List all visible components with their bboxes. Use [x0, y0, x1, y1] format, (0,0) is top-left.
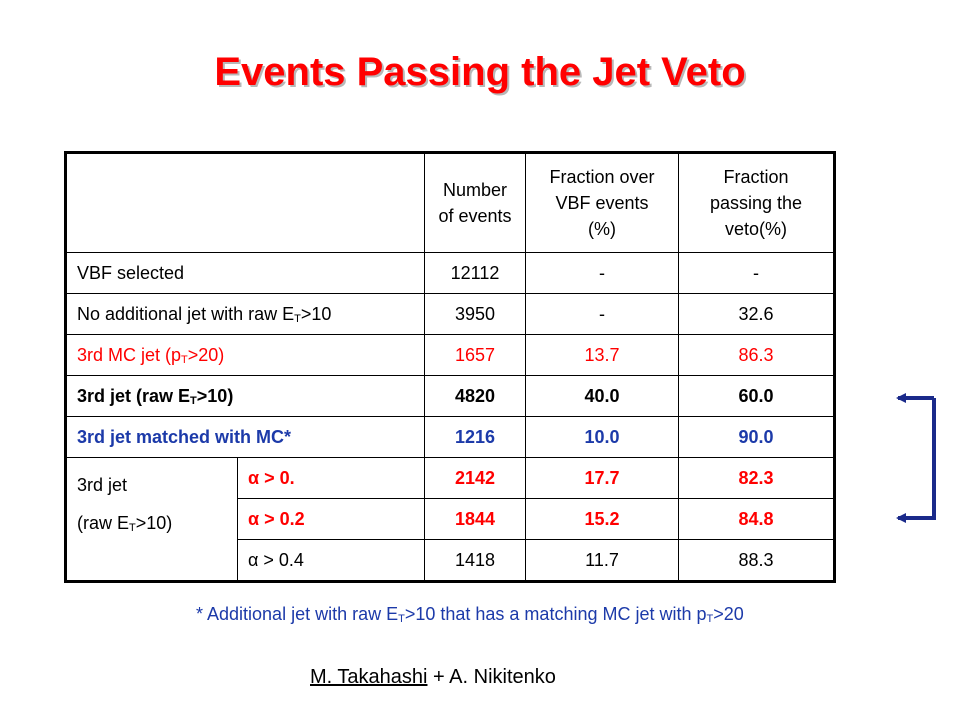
cell-number: 4820: [424, 375, 526, 417]
cell-frac-vbf: -: [525, 252, 679, 294]
table-row: 3rd jet matched with MC* 1216 10.0 90.0: [65, 416, 835, 458]
footnote-text: >10 that has a matching MC jet with p: [404, 604, 707, 624]
row-label: 3rd MC jet (pT>20): [65, 334, 425, 376]
cell-frac-pass: 86.3: [678, 334, 835, 376]
footnote-subscript: T: [398, 613, 405, 625]
cell-number: 1418: [424, 539, 526, 582]
cell-number: 3950: [424, 293, 526, 335]
group-label-line: (raw ET>10): [77, 504, 229, 547]
label-subscript: T: [294, 312, 301, 325]
footnote-subscript: T: [706, 613, 714, 625]
comparison-bracket-arrow: [896, 393, 936, 523]
alpha-label: α > 0.4: [237, 539, 425, 582]
cell-frac-pass: -: [678, 252, 835, 294]
row-label: 3rd jet (raw ET>10): [65, 375, 425, 417]
table-row: α > 0.4 1418 11.7 88.3: [66, 539, 835, 582]
cell-frac-vbf: 17.7: [525, 457, 679, 499]
label-subscript: T: [181, 353, 188, 366]
label-text: >10: [300, 303, 332, 324]
alpha-label: α > 0.: [237, 457, 425, 499]
cell-frac-pass: 60.0: [678, 375, 835, 417]
header-text: veto(%): [724, 219, 787, 239]
header-number-of-events: Number of events: [424, 152, 526, 253]
cell-number: 1216: [424, 416, 526, 458]
cell-frac-pass: 84.8: [678, 498, 835, 540]
header-fraction-passing: Fraction passing the veto(%): [678, 152, 835, 253]
cell-frac-vbf: 11.7: [525, 539, 679, 582]
header-text: Number: [442, 180, 508, 200]
header-text: passing the: [709, 193, 803, 213]
table-row: 3rd jet (raw ET>10) 4820 40.0 60.0: [65, 375, 835, 417]
cell-number: 1844: [424, 498, 526, 540]
cell-frac-pass: 88.3: [678, 539, 835, 582]
cell-frac-vbf: 13.7: [525, 334, 679, 376]
table-header-row: Number of events Fraction over VBF event…: [65, 152, 835, 253]
group-label: 3rd jet (raw ET>10): [65, 457, 238, 582]
header-text: VBF events: [555, 193, 649, 213]
cell-frac-vbf: 15.2: [525, 498, 679, 540]
label-text: >10): [196, 385, 234, 406]
author-primary: M. Takahashi: [310, 666, 428, 688]
header-fraction-vbf: Fraction over VBF events (%): [525, 152, 679, 253]
label-subscript: T: [190, 394, 197, 407]
label-text: 3rd jet (raw E: [77, 385, 191, 406]
table-row: 3rd MC jet (pT>20) 1657 13.7 86.3: [65, 334, 835, 376]
cell-frac-pass: 90.0: [678, 416, 835, 458]
footnote-text: * Additional jet with raw E: [196, 604, 399, 624]
cell-number: 2142: [424, 457, 526, 499]
authors: M. Takahashi + A. Nikitenko: [310, 666, 556, 689]
cell-frac-vbf: -: [525, 293, 679, 335]
row-label: 3rd jet matched with MC*: [65, 416, 425, 458]
cell-frac-pass: 32.6: [678, 293, 835, 335]
label-subscript: T: [129, 522, 136, 534]
label-text: No additional jet with raw E: [77, 303, 295, 324]
alpha-label: α > 0.2: [237, 498, 425, 540]
row-label: VBF selected: [65, 252, 425, 294]
cell-number: 1657: [424, 334, 526, 376]
footnote: * Additional jet with raw ET>10 that has…: [196, 604, 744, 625]
label-text: >10): [135, 513, 173, 533]
header-empty-cell: [65, 152, 425, 253]
group-label-line: 3rd jet: [77, 475, 128, 495]
cell-frac-pass: 82.3: [678, 457, 835, 499]
events-table: Number of events Fraction over VBF event…: [64, 151, 836, 583]
table-row: α > 0.2 1844 15.2 84.8: [66, 498, 835, 540]
label-text: 3rd MC jet (p: [77, 344, 182, 365]
table-row: VBF selected 12112 - -: [65, 252, 835, 294]
table-row: No additional jet with raw ET>10 3950 - …: [65, 293, 835, 335]
cell-frac-vbf: 10.0: [525, 416, 679, 458]
header-text: Fraction: [723, 167, 789, 187]
label-text: >20): [187, 344, 225, 365]
cell-number: 12112: [424, 252, 526, 294]
header-text: (%): [588, 219, 616, 239]
header-text: of events: [438, 206, 512, 226]
label-text: (raw E: [77, 513, 130, 533]
header-text: Fraction over: [549, 167, 655, 187]
footnote-text: >20: [713, 604, 744, 624]
cell-frac-vbf: 40.0: [525, 375, 679, 417]
author-secondary: + A. Nikitenko: [427, 666, 556, 688]
row-label: No additional jet with raw ET>10: [65, 293, 425, 335]
table-row: 3rd jet (raw ET>10) α > 0. 2142 17.7 82.…: [65, 457, 835, 582]
page-title: Events Passing the Jet Veto: [214, 50, 746, 94]
